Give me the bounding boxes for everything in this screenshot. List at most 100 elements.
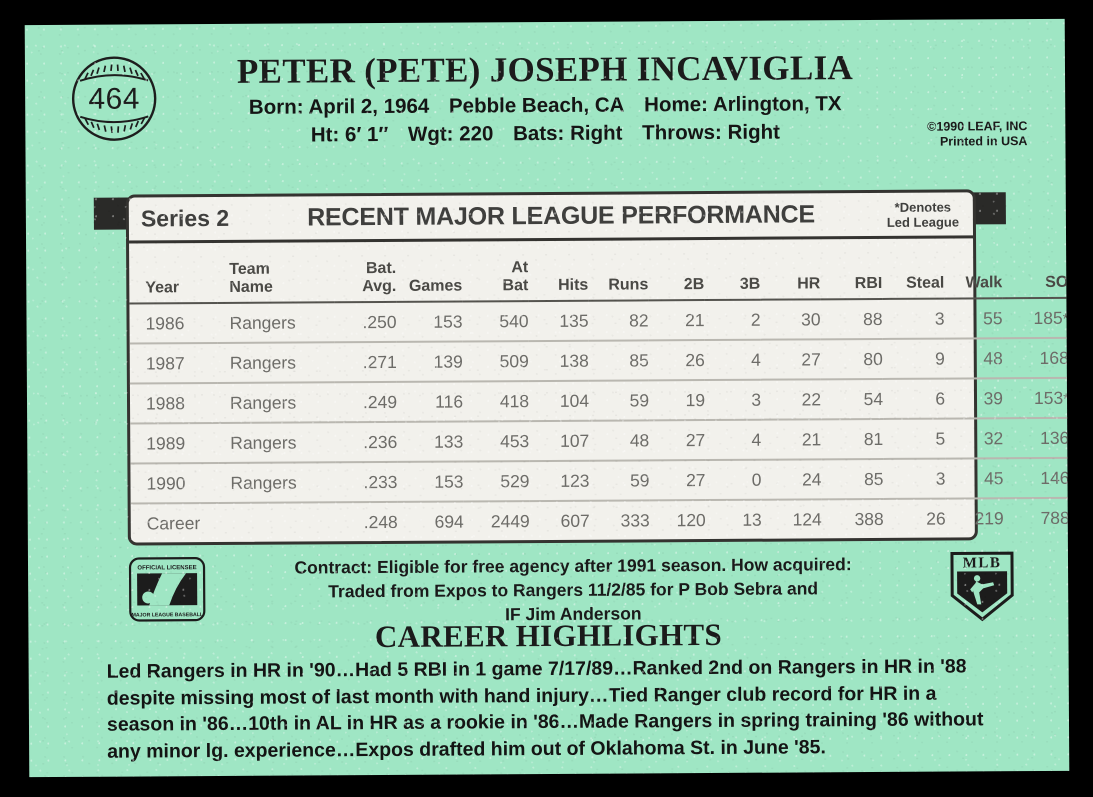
cell-rbi: 388 — [821, 498, 884, 539]
cell-games: 116 — [396, 381, 464, 422]
cell-runs: 333 — [589, 500, 650, 540]
cell-triples: 0 — [705, 459, 762, 501]
cell-hr: 21 — [761, 419, 822, 460]
cell-games: 153 — [397, 461, 464, 502]
denotes-line-1: *Denotes — [894, 199, 952, 215]
col-header-team-line1: Team — [229, 260, 270, 278]
stats-header-row: Year Team Name Bat. Avg. Games — [129, 237, 1070, 304]
cell-team: Rangers — [218, 422, 336, 464]
height-value: 6′ 1″ — [344, 122, 389, 147]
cell-year: 1986 — [145, 312, 185, 333]
cell-team: Rangers — [229, 312, 296, 333]
height-label: Ht: — [310, 123, 340, 147]
col-header-avg-line1: Bat. — [365, 259, 397, 278]
cell-so-value: 185 — [1033, 307, 1063, 328]
col-header-so: SO — [1002, 237, 1070, 299]
cell-hits: 138 — [528, 340, 589, 382]
cell-triples: 4 — [705, 419, 762, 461]
cell-doubles: 21 — [684, 309, 705, 330]
cell-so: 168 — [1002, 337, 1070, 379]
stats-panel: Series 2 RECENT MAJOR LEAGUE PERFORMANCE… — [93, 189, 1070, 546]
cell-avg: .236 — [335, 421, 398, 463]
cell-so: 153* — [1002, 377, 1070, 419]
cell-triples: 2 — [750, 309, 761, 330]
cell-runs: 48 — [589, 420, 650, 461]
copyright-block: ©1990 LEAF, INC Printed in USA — [927, 119, 1027, 150]
col-header-hits: Hits — [528, 240, 589, 302]
cell-avg: .248 — [335, 501, 398, 542]
cell-so: 788 — [1003, 497, 1070, 538]
col-header-at-bat: At Bat — [462, 241, 529, 302]
col-header-runs-line2: Runs — [608, 276, 649, 294]
cell-runs: 59 — [589, 460, 650, 501]
throws-value: Right — [727, 120, 780, 144]
cell-walk: 48 — [944, 338, 1003, 379]
bats-value: Right — [569, 121, 623, 145]
col-header-at-bat-line1: At — [511, 259, 529, 277]
col-header-at-bat-line2: Bat — [502, 277, 529, 295]
col-header-hits-line2: Hits — [558, 276, 589, 294]
cell-ab: 2449 — [463, 501, 530, 541]
col-header-steal-line2: Steal — [906, 274, 945, 292]
table-row: 1988 Rangers .249 116 418 104 59 19 3 22 54 6 39 153* — [129, 377, 1070, 424]
col-header-avg-line2: Avg. — [362, 277, 397, 296]
svg-text:MLB: MLB — [963, 555, 1002, 571]
col-header-rbi-line2: RBI — [854, 274, 883, 293]
cell-ab: 453 — [463, 421, 530, 462]
cell-avg: .250 — [362, 311, 397, 332]
cell-hr: 124 — [761, 499, 822, 539]
cell-walk: 219 — [945, 498, 1004, 538]
cell-year: 1989 — [130, 423, 219, 464]
mlb-official-licensee-logo: OFFICIAL LICENSEE MAJOR LEAGUE BASEBALL — [128, 556, 206, 627]
col-header-year: Year — [129, 243, 218, 304]
cell-rbi: 88 — [862, 308, 883, 329]
home-value: Arlington, TX — [712, 92, 842, 116]
cell-triples: 3 — [704, 379, 762, 421]
col-header-walk-line2: Walk — [965, 274, 1003, 292]
col-header-games: Games — [396, 241, 463, 302]
cell-ab: 418 — [462, 381, 530, 422]
copyright-line-1: ©1990 LEAF, INC — [927, 119, 1028, 134]
card-number: 464 — [88, 82, 141, 116]
col-header-hr-line2: HR — [797, 275, 821, 293]
denotes-line-2: Led League — [886, 213, 960, 230]
col-header-doubles-line2: 2B — [683, 276, 705, 294]
cell-rbi: 81 — [821, 418, 884, 460]
cell-steal: 9 — [882, 338, 945, 379]
table-row: 1986 Rangers .250 153 540 135 82 21 2 30 88 3 55 185* — [129, 298, 1069, 344]
cell-year: 1990 — [130, 463, 219, 504]
led-league-star: * — [1062, 310, 1069, 328]
cell-team — [218, 502, 336, 543]
col-header-team: Team Name — [217, 242, 335, 304]
table-row: 1990 Rangers .233 153 529 123 59 27 0 24 85 3 45 146 — [130, 457, 1070, 504]
contract-section: OFFICIAL LICENSEE MAJOR LEAGUE BASEBALL … — [28, 549, 1068, 633]
baseball-icon: 464 — [70, 54, 159, 143]
cell-year: 1988 — [129, 383, 219, 424]
cell-steal: 3 — [883, 458, 946, 499]
cell-doubles: 19 — [648, 380, 706, 421]
cell-team: Rangers — [218, 462, 336, 504]
table-row: Career .248 694 2449 607 333 120 13 124 388 26 219 7… — [130, 497, 1070, 543]
cell-runs: 82 — [628, 309, 649, 330]
highlights-title: CAREER HIGHLIGHTS — [374, 616, 723, 655]
cell-steal: 6 — [882, 378, 946, 419]
cell-hr: 27 — [760, 339, 821, 380]
denotes-legend: *Denotes Led League — [881, 199, 965, 230]
cell-year: 1987 — [129, 343, 218, 384]
table-row: 1989 Rangers .236 133 453 107 48 27 4 21 81 5 32 136 — [130, 417, 1070, 464]
cell-walk: 32 — [945, 418, 1004, 459]
cell-hr: 24 — [761, 459, 822, 500]
stats-title: RECENT MAJOR LEAGUE PERFORMANCE — [307, 200, 815, 232]
cell-team: Rangers — [217, 342, 335, 384]
cell-games: 139 — [396, 341, 463, 382]
card-header: 464 PETER (PETE) JOSEPH INCAVIGLIA Born:… — [25, 19, 1066, 175]
cell-ab: 540 — [499, 310, 529, 331]
cell-team: Rangers — [217, 382, 336, 424]
bio-line-physical: Ht: 6′ 1″ Wgt: 220 Bats: Right Throws: R… — [195, 120, 895, 148]
cell-doubles: 120 — [649, 500, 706, 540]
col-header-avg: Bat. Avg. — [334, 241, 397, 303]
col-header-doubles: 2B — [648, 240, 705, 301]
cell-rbi: 54 — [820, 378, 884, 420]
cell-hits: 607 — [529, 500, 590, 541]
cell-doubles: 27 — [649, 460, 706, 501]
